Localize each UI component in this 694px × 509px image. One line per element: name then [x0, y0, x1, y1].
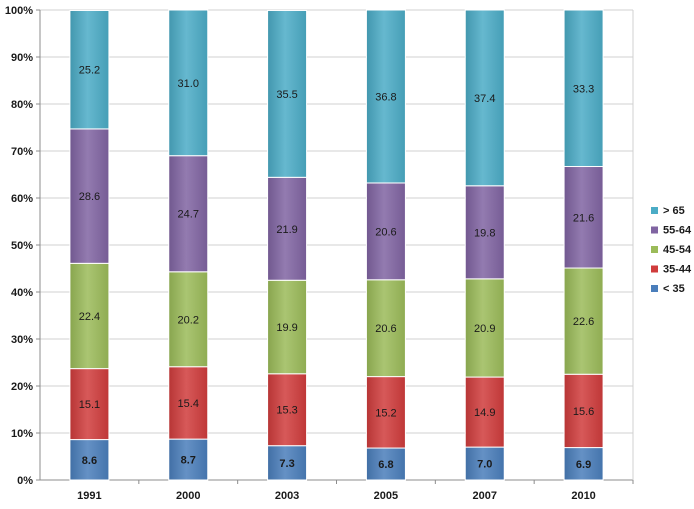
y-tick-label: 30%	[11, 334, 33, 346]
data-label: 21.9	[276, 224, 297, 236]
bar-segment	[267, 373, 308, 447]
y-tick-label: 50%	[11, 240, 33, 252]
bar-segment	[563, 9, 604, 168]
legend-label: < 35	[663, 283, 685, 295]
bar-segment	[464, 278, 505, 378]
legend-swatch	[651, 285, 658, 292]
bar-segment	[563, 267, 604, 375]
legend-label: > 65	[663, 205, 685, 217]
x-tick-label: 2003	[275, 490, 299, 502]
data-label: 6.8	[378, 459, 393, 471]
legend-label: 45-54	[663, 244, 692, 256]
bar-segment	[168, 9, 209, 157]
y-tick-label: 20%	[11, 381, 33, 393]
data-label: 8.6	[82, 455, 97, 467]
data-label: 7.0	[477, 459, 492, 471]
data-label: 20.6	[375, 226, 396, 238]
bar-segment	[267, 445, 308, 481]
data-label: 19.9	[276, 322, 297, 334]
legend: > 65 55-64 45-54 35-44 < 35	[651, 205, 692, 295]
y-tick-label: 10%	[11, 428, 33, 440]
legend-swatch	[651, 207, 658, 214]
data-label: 14.9	[474, 407, 495, 419]
data-label: 22.6	[573, 316, 594, 328]
bar-segment	[168, 271, 209, 368]
bar-segment	[464, 376, 505, 448]
bar-segment	[464, 9, 505, 187]
bar-segment	[563, 373, 604, 449]
y-tick-label: 60%	[11, 193, 33, 205]
bar-segment	[267, 176, 308, 281]
data-label: 7.3	[279, 458, 294, 470]
data-label: 8.7	[181, 455, 196, 467]
bar-segment	[69, 368, 110, 441]
data-label: 15.4	[178, 398, 199, 410]
data-label: 28.6	[79, 191, 100, 203]
data-label: 22.4	[79, 311, 100, 323]
data-label: 33.3	[573, 83, 594, 95]
bar-segment	[365, 9, 406, 184]
legend-label: 55-64	[663, 225, 692, 237]
legend-label: 35-44	[663, 264, 692, 276]
bar-segment	[267, 9, 308, 178]
y-tick-label: 100%	[5, 5, 33, 17]
bar-segment	[365, 447, 406, 481]
legend-swatch	[651, 265, 658, 273]
y-tick-label: 40%	[11, 287, 33, 299]
y-tick-label: 70%	[11, 146, 33, 158]
bar-segment	[464, 446, 505, 481]
data-label: 25.2	[79, 65, 100, 77]
data-label: 20.2	[178, 314, 199, 326]
data-label: 20.6	[375, 323, 396, 335]
data-label: 20.9	[474, 323, 495, 335]
data-label: 36.8	[375, 91, 396, 103]
data-label: 15.3	[276, 405, 297, 417]
bar-segment	[267, 279, 308, 375]
data-label: 15.6	[573, 406, 594, 418]
bar-segment	[69, 9, 110, 130]
bar-segment	[69, 439, 110, 481]
legend-swatch	[651, 226, 658, 234]
bar-segment	[365, 376, 406, 449]
data-label: 15.2	[375, 407, 396, 419]
bar-segment	[563, 447, 604, 481]
x-tick-label: 1991	[77, 490, 101, 502]
bar-segment	[168, 155, 209, 273]
data-label: 31.0	[178, 78, 199, 90]
data-label: 19.8	[474, 227, 495, 239]
x-tick-label: 2010	[571, 490, 595, 502]
y-tick-label: 0%	[17, 475, 33, 487]
x-tick-label: 2000	[176, 490, 200, 502]
y-tick-label: 90%	[11, 52, 33, 64]
bar-segment	[168, 366, 209, 440]
x-tick-label: 2007	[473, 490, 497, 502]
data-label: 6.9	[576, 459, 591, 471]
data-label: 21.6	[573, 212, 594, 224]
data-label: 15.1	[79, 399, 100, 411]
y-tick-label: 80%	[11, 99, 33, 111]
data-label: 37.4	[474, 93, 495, 105]
legend-swatch	[651, 246, 658, 253]
data-label: 24.7	[178, 209, 199, 221]
data-label: 35.5	[276, 89, 297, 101]
bar-segment	[563, 166, 604, 269]
x-tick-label: 2005	[374, 490, 398, 502]
